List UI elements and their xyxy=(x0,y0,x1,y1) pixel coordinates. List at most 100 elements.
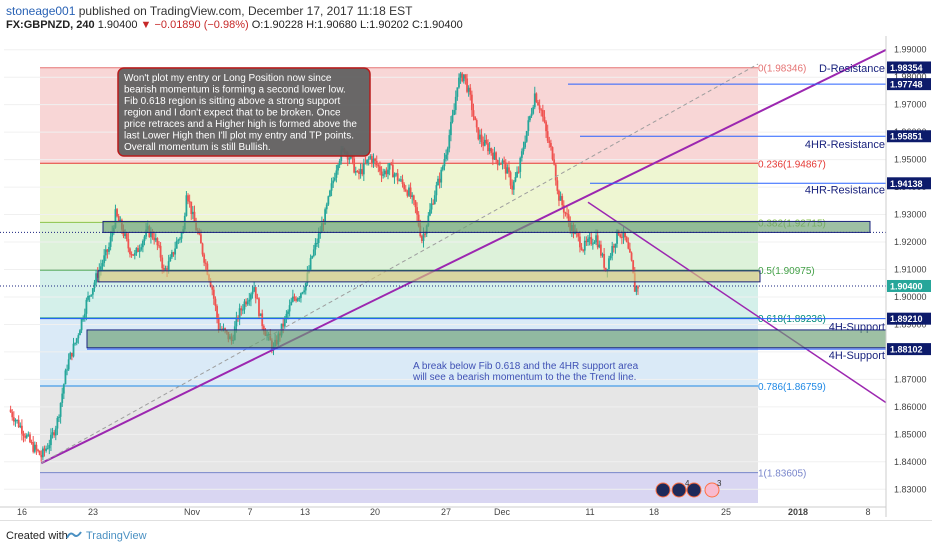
candle-body xyxy=(620,236,623,238)
candle-body xyxy=(416,207,418,215)
candle-body xyxy=(177,239,180,241)
candle-body xyxy=(379,166,381,172)
candle-body xyxy=(32,442,35,452)
candle-body xyxy=(125,233,128,240)
fib-level-label: 0.236(1.94867) xyxy=(758,159,826,170)
event-badge-icon xyxy=(655,482,671,498)
candle-body xyxy=(591,243,594,245)
candle-body xyxy=(290,301,293,306)
candle-body xyxy=(245,301,247,305)
candle-body xyxy=(50,434,52,446)
candle-body xyxy=(406,191,409,196)
candle-body xyxy=(503,160,506,163)
candle-body xyxy=(288,305,291,312)
candle-body xyxy=(427,215,430,226)
price-chart[interactable]: 0(1.98346)0.236(1.94867)0.382(1.92715)0.… xyxy=(0,0,932,520)
candle-body xyxy=(316,242,318,244)
candle-body xyxy=(324,209,327,225)
candle-body xyxy=(535,93,538,103)
candle-body xyxy=(411,195,414,197)
candle-body xyxy=(185,195,188,216)
candle-body xyxy=(354,171,357,173)
candle-body xyxy=(83,313,86,319)
created-with-text: Created with xyxy=(6,530,68,542)
candle-body xyxy=(211,286,214,290)
candle-body xyxy=(59,402,62,417)
candle-body xyxy=(95,273,97,283)
candle-body xyxy=(216,306,218,318)
level-label: D-Resistance xyxy=(819,63,885,75)
candle-body xyxy=(519,157,522,172)
candle-body xyxy=(590,237,593,245)
candle-body xyxy=(161,257,164,269)
candle-body xyxy=(474,116,477,121)
candle-body xyxy=(483,139,486,146)
candle-body xyxy=(91,288,94,295)
footer: Created with TradingView xyxy=(0,520,932,551)
candle-body xyxy=(24,435,27,438)
x-tick-label: 18 xyxy=(649,507,659,517)
candle-body xyxy=(390,163,393,165)
candle-body xyxy=(527,120,530,131)
candle-body xyxy=(19,425,22,427)
candle-body xyxy=(393,174,396,178)
candle-body xyxy=(9,409,12,413)
symbol-label: FX:GBPNZD, 240 xyxy=(6,19,95,31)
candle-body xyxy=(524,141,527,148)
candle-body xyxy=(127,239,130,249)
candle-body xyxy=(353,158,356,173)
tradingview-brand[interactable]: TradingView xyxy=(86,530,147,542)
candle-body xyxy=(111,231,114,237)
y-tick-label: 1.98000 xyxy=(894,72,927,82)
x-tick-label: 2018 xyxy=(788,507,808,517)
fib-level-label: 0.5(1.90975) xyxy=(758,266,815,277)
candle-body xyxy=(464,74,467,79)
candle-body xyxy=(477,127,480,140)
candle-body xyxy=(296,298,299,301)
candle-body xyxy=(383,170,386,175)
candle-body xyxy=(124,233,127,237)
candle-body xyxy=(480,134,483,143)
candle-body xyxy=(356,171,359,173)
y-tick-label: 1.92000 xyxy=(894,237,927,247)
zone-0.5 xyxy=(97,270,761,283)
event-badge-count: 3 xyxy=(717,479,722,488)
candle-body xyxy=(451,115,454,122)
candle-body xyxy=(25,435,28,438)
candle-body xyxy=(22,433,25,436)
candle-body xyxy=(553,159,556,165)
candle-body xyxy=(137,247,139,252)
candle-body xyxy=(204,262,207,264)
candle-body xyxy=(498,163,501,165)
candle-body xyxy=(374,158,377,161)
candle-body xyxy=(312,249,315,256)
candle-body xyxy=(567,214,570,222)
candle-body xyxy=(114,209,117,228)
candle-body xyxy=(382,174,385,176)
candle-body xyxy=(608,258,610,270)
price-tag-label: 1.90400 xyxy=(890,281,923,291)
candle-body xyxy=(637,286,639,289)
author-name[interactable]: stoneage001 xyxy=(6,4,76,18)
candle-body xyxy=(445,154,447,160)
candle-body xyxy=(259,313,262,317)
candle-body xyxy=(311,255,314,259)
candle-body xyxy=(143,236,146,241)
candle-body xyxy=(470,94,473,111)
candle-body xyxy=(72,343,75,357)
candle-body xyxy=(212,289,215,299)
price-tag xyxy=(887,61,931,74)
candle-body xyxy=(479,134,481,140)
ascending-trend-line xyxy=(40,47,890,465)
candle-body xyxy=(33,444,36,452)
candle-body xyxy=(217,317,220,330)
candle-body xyxy=(522,147,525,152)
candle-body xyxy=(627,241,630,249)
x-tick-label: 20 xyxy=(370,507,380,517)
candle-body xyxy=(235,317,238,327)
candle-body xyxy=(337,165,339,171)
candle-body xyxy=(56,417,59,429)
candle-body xyxy=(179,238,181,240)
candle-body xyxy=(420,236,423,241)
y-tick-label: 1.91000 xyxy=(894,265,927,275)
